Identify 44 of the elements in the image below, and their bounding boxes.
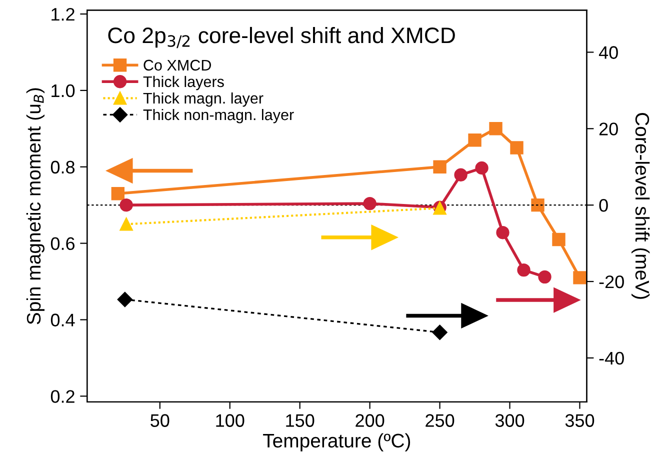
point xyxy=(538,270,552,284)
x-tick-label: 200 xyxy=(356,414,384,427)
point xyxy=(433,160,446,174)
point xyxy=(531,198,544,212)
x-tick-label: 100 xyxy=(216,414,244,427)
legend-label: Co XMCD xyxy=(144,60,211,71)
y-tick-label: 0.2 xyxy=(50,390,74,403)
y-tick-label: 1.2 xyxy=(52,8,74,21)
point xyxy=(489,122,502,136)
y-axis-title: Spin magnetic moment (u$_{B}$) xyxy=(26,88,45,324)
point xyxy=(454,168,468,182)
y-tick-label: 0.4 xyxy=(50,314,75,326)
legend-label: Thick layers xyxy=(143,76,224,90)
legend-label: Thick non-magn. layer xyxy=(143,108,294,124)
point xyxy=(468,134,482,147)
y-tick-label: 0.8 xyxy=(50,160,75,174)
y2-tick-label: -20 xyxy=(599,275,624,288)
point xyxy=(517,263,530,277)
x-tick-label: 300 xyxy=(495,414,524,427)
y2-tick-label: 20 xyxy=(599,122,618,136)
point xyxy=(475,161,488,175)
point xyxy=(552,232,566,246)
x-tick-label: 50 xyxy=(150,414,170,427)
point xyxy=(117,292,132,308)
point xyxy=(573,271,586,284)
point xyxy=(363,196,376,210)
x-tick-label: 150 xyxy=(286,414,314,427)
point xyxy=(510,141,524,154)
y-tick-label: 0.6 xyxy=(50,237,75,250)
point xyxy=(496,226,510,240)
point xyxy=(120,198,133,212)
y2-tick-label: -40 xyxy=(599,352,624,365)
y2-axis-title: Core-level shift (meV) xyxy=(632,113,650,299)
point xyxy=(111,187,125,200)
x-tick-label: 350 xyxy=(565,414,594,427)
x-axis-title: Temperature (ºC) xyxy=(263,433,410,452)
x-tick-label: 250 xyxy=(426,414,454,427)
y-tick-label: 1.0 xyxy=(52,84,75,98)
legend-label: Thick magn. layer xyxy=(143,92,264,107)
y2-tick-label: 40 xyxy=(598,46,618,59)
text: Co 2p$_{3/2}$ core-level shift and XMCD xyxy=(108,26,455,48)
point xyxy=(120,218,133,231)
y2-tick-label: 0 xyxy=(599,199,608,212)
point xyxy=(432,324,448,340)
